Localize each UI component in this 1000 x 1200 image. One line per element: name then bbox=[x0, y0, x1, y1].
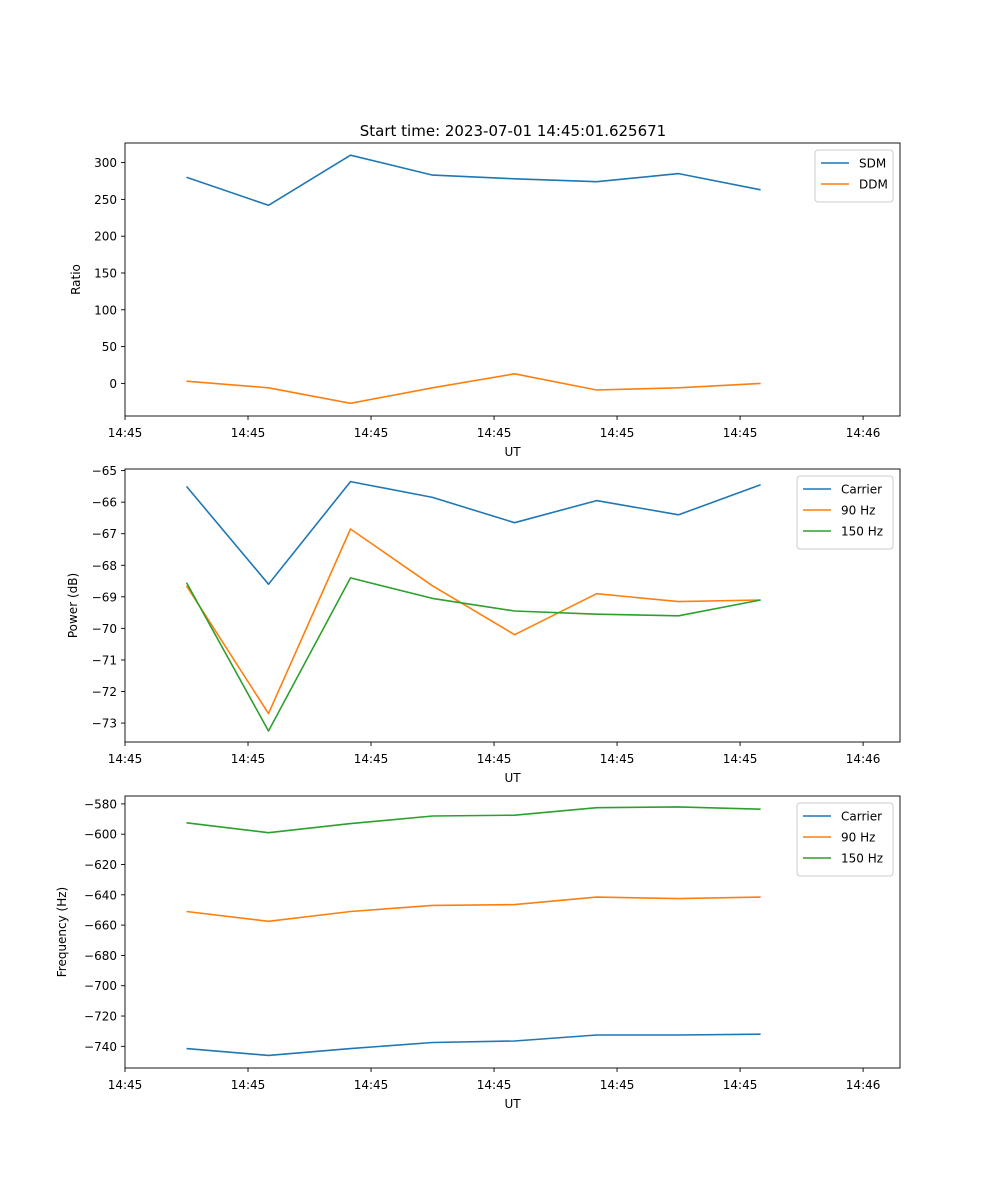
chart-1-x-tick-label: 14:45 bbox=[723, 426, 758, 440]
chart-2-series-line-1 bbox=[185, 528, 761, 715]
chart-3-y-tick-label: −620 bbox=[84, 858, 117, 872]
chart-2-axes-frame bbox=[124, 468, 901, 743]
chart-2-x-tick-label: 14:46 bbox=[846, 752, 881, 766]
chart-1-y-tick-label: 100 bbox=[94, 303, 117, 317]
chart-3-y-tick-label: −580 bbox=[84, 797, 117, 811]
chart-3-x-tick-label: 14:46 bbox=[846, 1078, 881, 1092]
chart-1-y-tick-label: 300 bbox=[94, 156, 117, 170]
chart-2-x-tick-label: 14:45 bbox=[231, 752, 266, 766]
chart-3-x-tick-label: 14:45 bbox=[723, 1078, 758, 1092]
chart-2-x-tick-label: 14:45 bbox=[477, 752, 512, 766]
chart-2-legend-label-0: Carrier bbox=[841, 483, 882, 497]
chart-1-x-tick-label: 14:45 bbox=[477, 426, 512, 440]
chart-2-x-tick-label: 14:45 bbox=[600, 752, 635, 766]
chart-1-legend-label-0: SDM bbox=[859, 157, 886, 171]
chart-1-y-tick-label: 50 bbox=[102, 340, 117, 354]
chart-2-y-tick-label: −72 bbox=[92, 685, 117, 699]
chart-2-series-line-0 bbox=[185, 480, 761, 586]
chart-3-x-tick-label: 14:45 bbox=[600, 1078, 635, 1092]
chart-3-y-tick-label: −600 bbox=[84, 828, 117, 842]
chart-3-y-axis-label: Frequency (Hz) bbox=[55, 887, 69, 978]
chart-1-x-tick-label: 14:45 bbox=[600, 426, 635, 440]
chart-3-legend-label-1: 90 Hz bbox=[841, 831, 875, 845]
chart-1-y-tick-label: 200 bbox=[94, 230, 117, 244]
chart-3-x-tick-label: 14:45 bbox=[231, 1078, 266, 1092]
chart-3-y-tick-label: −740 bbox=[84, 1040, 117, 1054]
chart-3-x-tick-label: 14:45 bbox=[354, 1078, 389, 1092]
chart-2-x-tick-label: 14:45 bbox=[354, 752, 389, 766]
chart-2-x-tick-label: 14:45 bbox=[108, 752, 143, 766]
chart-3-x-axis-label: UT bbox=[504, 1097, 521, 1111]
chart-3-series-line-0 bbox=[186, 1033, 761, 1057]
chart-3-y-tick-label: −700 bbox=[84, 979, 117, 993]
chart-2-y-tick-label: −71 bbox=[92, 653, 117, 667]
chart-2-y-tick-label: −65 bbox=[92, 464, 117, 478]
chart-1-y-tick-label: 150 bbox=[94, 266, 117, 280]
chart-1-axes-frame bbox=[124, 142, 901, 417]
chart-1-legend-label-1: DDM bbox=[859, 178, 888, 192]
chart-1-x-axis-label: UT bbox=[504, 445, 521, 459]
chart-2-y-axis-label: Power (dB) bbox=[66, 573, 80, 638]
chart-3-legend-label-0: Carrier bbox=[841, 810, 882, 824]
chart-2-y-tick-label: −66 bbox=[92, 496, 117, 510]
chart-3-y-tick-label: −680 bbox=[84, 949, 117, 963]
chart-2-legend-label-2: 150 Hz bbox=[841, 525, 883, 539]
figure-title: Start time: 2023-07-01 14:45:01.625671 bbox=[360, 122, 666, 140]
chart-2-x-tick-label: 14:45 bbox=[723, 752, 758, 766]
chart-2-y-tick-label: −68 bbox=[92, 559, 117, 573]
chart-1-x-tick-label: 14:46 bbox=[846, 426, 881, 440]
chart-2-y-tick-label: −69 bbox=[92, 590, 117, 604]
chart-3-series-line-1 bbox=[186, 896, 761, 923]
chart-3-legend-label-2: 150 Hz bbox=[841, 852, 883, 866]
chart-3-x-tick-label: 14:45 bbox=[477, 1078, 512, 1092]
chart-3-y-tick-label: −720 bbox=[84, 1010, 117, 1024]
chart-1-x-tick-label: 14:45 bbox=[231, 426, 266, 440]
chart-1-x-tick-label: 14:45 bbox=[108, 426, 143, 440]
chart-1-y-axis-label: Ratio bbox=[69, 264, 83, 295]
chart-3-axes-frame bbox=[124, 795, 901, 1069]
chart-2-y-tick-label: −73 bbox=[92, 717, 117, 731]
chart-3-y-tick-label: −640 bbox=[84, 888, 117, 902]
chart-2-series-line-2 bbox=[185, 577, 761, 732]
chart-3-x-tick-label: 14:45 bbox=[108, 1078, 143, 1092]
chart-3-series-line-2 bbox=[186, 806, 761, 834]
chart-2-y-tick-label: −70 bbox=[92, 622, 117, 636]
chart-1-series-line-1 bbox=[186, 372, 761, 405]
chart-1-series-line-0 bbox=[186, 154, 761, 207]
chart-1-y-tick-label: 250 bbox=[94, 193, 117, 207]
chart-1-x-tick-label: 14:45 bbox=[354, 426, 389, 440]
chart-2-legend-label-1: 90 Hz bbox=[841, 504, 875, 518]
chart-3-y-tick-label: −660 bbox=[84, 919, 117, 933]
chart-2-x-axis-label: UT bbox=[504, 771, 521, 785]
chart-2-y-tick-label: −67 bbox=[92, 527, 117, 541]
chart-1-y-tick-label: 0 bbox=[109, 377, 117, 391]
